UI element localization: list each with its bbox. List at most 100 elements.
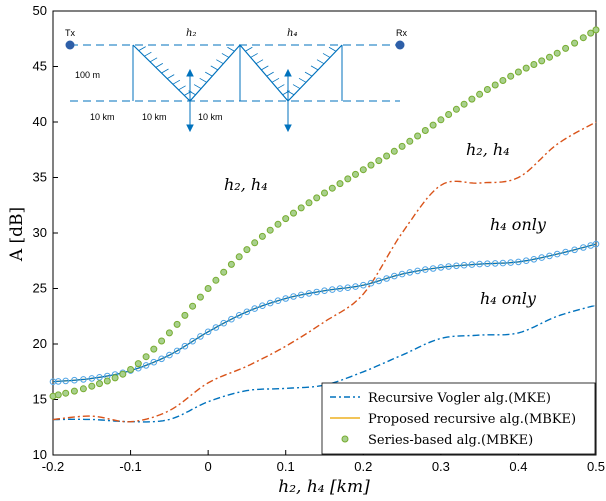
series-marker-h2_h4_series bbox=[383, 152, 391, 160]
series-marker-h2_h4_series bbox=[328, 184, 336, 192]
x-tick-label: 0 bbox=[205, 459, 212, 474]
series-marker-h2_h4_series bbox=[119, 370, 127, 378]
y-tick-label: 10 bbox=[33, 447, 47, 462]
series-marker-h4_only_proposed bbox=[150, 358, 158, 366]
series-marker-h2_h4_series bbox=[491, 81, 499, 89]
series-marker-h2_h4_series bbox=[398, 142, 406, 150]
legend-label-vogler: Recursive Vogler alg.(MKE) bbox=[368, 391, 551, 406]
rx-antenna-icon bbox=[395, 40, 405, 50]
series-marker-h2_h4_series bbox=[173, 320, 181, 328]
series-marker-h4_only_proposed bbox=[468, 261, 476, 268]
inset-diagram: Tx Rx h₂ h₄ 100 m 10 km 10 km 10 km bbox=[65, 28, 407, 133]
series-marker-h4_only_proposed bbox=[592, 240, 600, 248]
series-marker-h2_h4_series bbox=[204, 285, 212, 292]
series-marker-h2_h4_series bbox=[54, 391, 62, 399]
inset-h2-label: h₂ bbox=[186, 28, 196, 39]
series-marker-h4_only_proposed bbox=[197, 333, 204, 340]
y-axis: 10 15 20 25 30 35 40 45 50 bbox=[33, 3, 58, 462]
series-marker-h2_h4_series bbox=[468, 95, 476, 103]
x-tick-label: 0.2 bbox=[354, 459, 372, 474]
series-marker-h2_h4_series bbox=[546, 53, 553, 61]
series-marker-h4_only_proposed bbox=[71, 376, 78, 384]
series-marker-h4_only_proposed bbox=[522, 257, 530, 265]
series-marker-h4_only_proposed bbox=[367, 279, 375, 287]
tx-antenna-icon bbox=[65, 40, 75, 50]
series-marker-h4_only_proposed bbox=[158, 355, 165, 363]
series-marker-h2_h4_series bbox=[290, 209, 297, 217]
series-marker-h2_h4_series bbox=[336, 180, 344, 188]
series-marker-h2_h4_series bbox=[592, 26, 600, 34]
inset-tx-label: Tx bbox=[65, 28, 75, 38]
inset-dist3-label: 10 km bbox=[198, 112, 223, 122]
series-marker-h4_only_proposed bbox=[266, 299, 274, 307]
series-marker-h2_h4_series bbox=[499, 77, 507, 84]
series-marker-h2_h4_series bbox=[483, 86, 491, 93]
series-marker-h2_h4_series bbox=[367, 161, 375, 169]
series-marker-h2_h4_series bbox=[165, 329, 173, 337]
series-marker-h4_only_proposed bbox=[437, 264, 445, 271]
series-marker-h2_h4_series bbox=[134, 360, 142, 368]
series-marker-h2_h4_series bbox=[571, 39, 579, 47]
series-marker-h2_h4_series bbox=[127, 366, 135, 373]
series-marker-h2_h4_series bbox=[111, 374, 119, 382]
series-marker-h4_only_proposed bbox=[290, 293, 297, 300]
series-marker-h4_only_proposed bbox=[507, 259, 515, 266]
series-marker-h4_only_proposed bbox=[235, 312, 243, 319]
series-marker-h2_h4_series bbox=[251, 239, 259, 247]
series-marker-h2_h4_series bbox=[305, 199, 313, 207]
annotation-h4-only-upper: h₄ only bbox=[490, 215, 547, 234]
x-tick-label: 0.3 bbox=[432, 459, 450, 474]
series-marker-h4_only_proposed bbox=[336, 285, 344, 292]
series-marker-h4_only_proposed bbox=[282, 295, 290, 302]
y-tick-label: 25 bbox=[33, 281, 47, 296]
series-marker-h4_only_proposed bbox=[546, 252, 553, 260]
series-marker-h2_h4_series bbox=[562, 44, 570, 52]
series-marker-h2_h4_series bbox=[243, 246, 251, 254]
series-line-overlay-h4_only_proposed bbox=[52, 243, 597, 383]
series-marker-h2_h4_series bbox=[406, 137, 414, 145]
y-tick-label: 35 bbox=[33, 170, 47, 185]
series-marker-h2_h4_series bbox=[62, 389, 70, 397]
series-marker-h4_only_proposed bbox=[344, 284, 352, 292]
x-tick-label: -0.2 bbox=[42, 459, 64, 474]
series-marker-h2_h4_series bbox=[258, 232, 266, 240]
inset-dist1-label: 10 km bbox=[90, 112, 115, 122]
inset-height-label: 100 m bbox=[75, 70, 100, 80]
series-marker-h4_only_proposed bbox=[166, 351, 173, 359]
series-marker-h4_only_proposed bbox=[204, 328, 212, 336]
series-marker-h2_h4_series bbox=[274, 220, 282, 228]
y-tick-label: 20 bbox=[33, 336, 47, 351]
series-marker-h4_only_proposed bbox=[476, 260, 483, 268]
series-marker-h2_h4_series bbox=[375, 157, 383, 165]
series-marker-h4_only_proposed bbox=[515, 258, 522, 266]
series-marker-h4_only_proposed bbox=[88, 375, 96, 382]
y-axis-label: A [dB] bbox=[7, 207, 27, 262]
series-marker-h2_h4_series bbox=[282, 215, 290, 223]
series-marker-h2_h4_series bbox=[507, 72, 515, 80]
legend-label-proposed: Proposed recursive alg.(MBKE) bbox=[368, 412, 576, 427]
y-tick-label: 40 bbox=[33, 114, 47, 129]
series-marker-h4_only_proposed bbox=[453, 262, 460, 270]
series-marker-h2_h4_series bbox=[414, 132, 422, 140]
series-marker-h2_h4_series bbox=[297, 204, 305, 212]
series-marker-h4_only_proposed bbox=[530, 256, 538, 263]
series-marker-h2_h4_series bbox=[530, 61, 538, 68]
series-marker-h2_h4_series bbox=[476, 90, 484, 98]
series-marker-h2_h4_series bbox=[579, 34, 587, 42]
series-marker-h2_h4_series bbox=[437, 116, 445, 124]
series-marker-h4_only_proposed bbox=[212, 324, 220, 331]
series-marker-h2_h4_series bbox=[181, 311, 189, 319]
series-marker-h4_only_proposed bbox=[259, 302, 266, 310]
series-line-h4_only_proposed bbox=[52, 243, 597, 383]
x-axis: -0.2 -0.1 0 0.1 0.2 0.3 0.4 0.5 bbox=[42, 450, 605, 474]
x-tick-label: -0.1 bbox=[119, 459, 141, 474]
series-marker-h2_h4_series bbox=[142, 353, 150, 361]
series-marker-h4_only_proposed bbox=[571, 246, 578, 254]
y-tick-label: 50 bbox=[33, 3, 47, 18]
x-tick-label: 0.4 bbox=[509, 459, 527, 474]
series-marker-h4_only_proposed bbox=[352, 283, 359, 290]
series-marker-h4_only_proposed bbox=[329, 286, 336, 293]
series-marker-h2_h4_series bbox=[313, 194, 321, 202]
series-marker-h4_only_proposed bbox=[445, 263, 452, 270]
legend-label-series: Series-based alg.(MBKE) bbox=[368, 433, 533, 448]
